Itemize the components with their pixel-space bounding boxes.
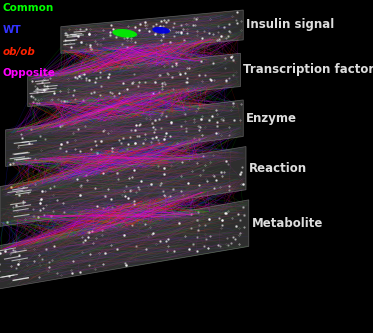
Polygon shape — [6, 100, 243, 166]
Text: Insulin signal: Insulin signal — [246, 18, 334, 32]
Ellipse shape — [152, 27, 170, 34]
Text: Metabolite: Metabolite — [251, 216, 323, 230]
Text: Enzyme: Enzyme — [246, 112, 297, 125]
Text: ob/ob: ob/ob — [3, 47, 35, 57]
Polygon shape — [0, 147, 246, 226]
Text: Common: Common — [3, 3, 54, 13]
Polygon shape — [0, 200, 249, 290]
Polygon shape — [28, 53, 241, 107]
Ellipse shape — [112, 29, 137, 38]
Text: Reaction: Reaction — [249, 162, 307, 175]
Text: WT: WT — [3, 25, 22, 35]
Text: Transcription factor: Transcription factor — [243, 63, 373, 77]
Polygon shape — [61, 10, 243, 53]
Text: Opposite: Opposite — [3, 68, 56, 78]
